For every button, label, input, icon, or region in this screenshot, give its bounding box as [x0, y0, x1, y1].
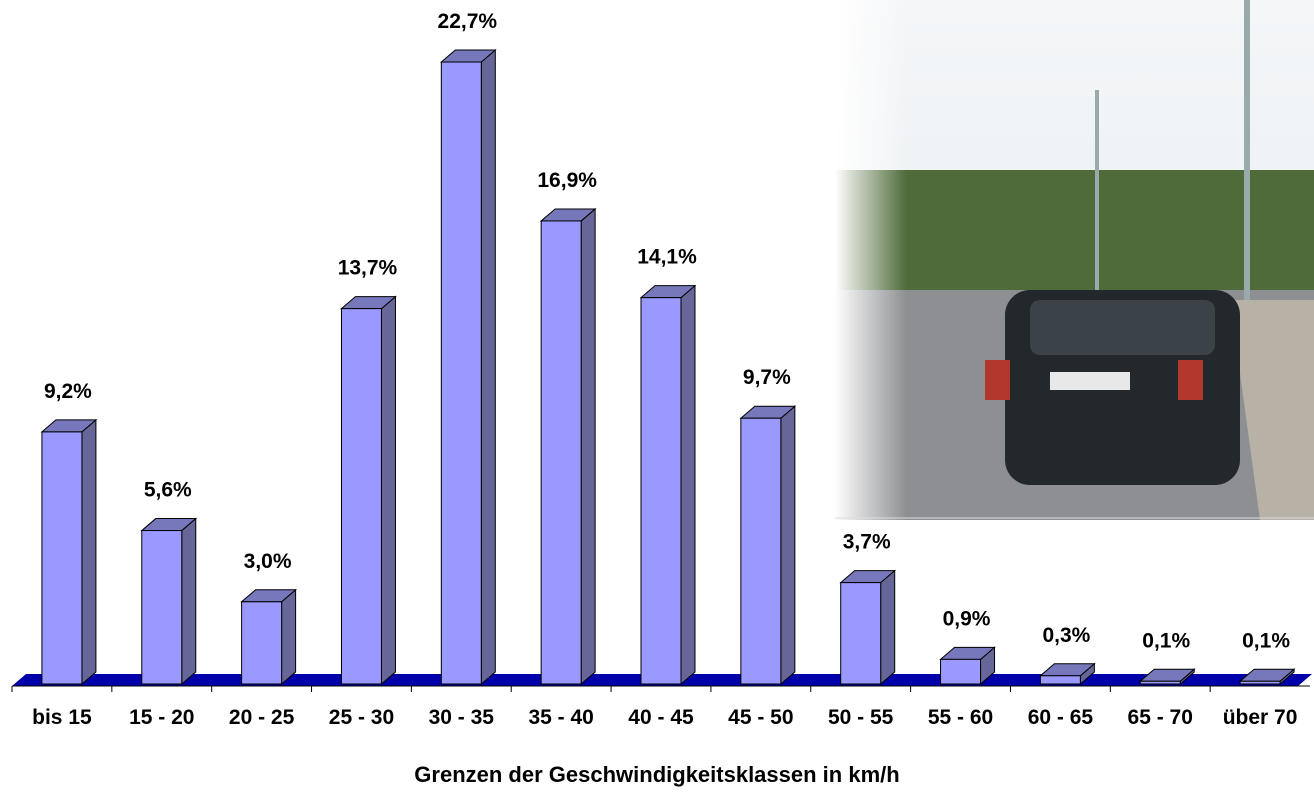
bar	[141, 530, 183, 685]
value-label: 9,7%	[743, 366, 791, 389]
bar	[1239, 680, 1281, 685]
bar	[1039, 675, 1081, 685]
value-label: 14,1%	[637, 246, 697, 269]
x-tick-label: 45 - 50	[728, 706, 793, 729]
bar-side	[181, 517, 197, 686]
bar-side	[680, 284, 696, 686]
bar	[241, 601, 283, 685]
bar	[1139, 680, 1181, 685]
bar-side	[880, 569, 896, 686]
value-label: 0,1%	[1242, 629, 1290, 652]
x-tick-label: 20 - 25	[229, 706, 295, 729]
x-tick-label: 65 - 70	[1128, 706, 1193, 729]
bar-side	[380, 295, 396, 686]
bar-side	[480, 48, 496, 686]
value-label: 13,7%	[338, 257, 398, 280]
value-label: 5,6%	[144, 479, 192, 502]
bar	[640, 297, 682, 685]
x-tick-label: 40 - 45	[628, 706, 694, 729]
x-tick-label: 55 - 60	[928, 706, 993, 729]
x-axis-title: Grenzen der Geschwindigkeitsklassen in k…	[414, 762, 899, 787]
x-tick-label: über 70	[1223, 706, 1298, 729]
value-label: 16,9%	[537, 169, 597, 192]
bar	[840, 582, 882, 685]
bar	[540, 220, 582, 685]
x-tick-label: 50 - 55	[828, 706, 894, 729]
bar-side	[580, 207, 596, 686]
bar	[41, 431, 83, 685]
bar-side	[281, 588, 297, 686]
bar-side	[780, 405, 796, 686]
value-label: 0,9%	[943, 607, 991, 630]
value-label: 0,1%	[1142, 629, 1190, 652]
photo	[835, 0, 1314, 520]
bar	[940, 658, 982, 685]
x-tick-label: 35 - 40	[528, 706, 593, 729]
value-label: 22,7%	[438, 10, 498, 33]
x-tick-label: 15 - 20	[129, 706, 194, 729]
x-tick-label: 25 - 30	[329, 706, 394, 729]
value-label: 0,3%	[1042, 624, 1090, 647]
x-tick-label: 30 - 35	[429, 706, 495, 729]
bar-side	[81, 418, 97, 686]
value-label: 9,2%	[44, 380, 92, 403]
bar	[340, 308, 382, 685]
x-tick-label: bis 15	[32, 706, 92, 729]
x-tick-label: 60 - 65	[1028, 706, 1094, 729]
value-label: 3,7%	[843, 531, 891, 554]
value-label: 3,0%	[244, 550, 292, 573]
bar	[440, 61, 482, 685]
bar	[740, 417, 782, 685]
